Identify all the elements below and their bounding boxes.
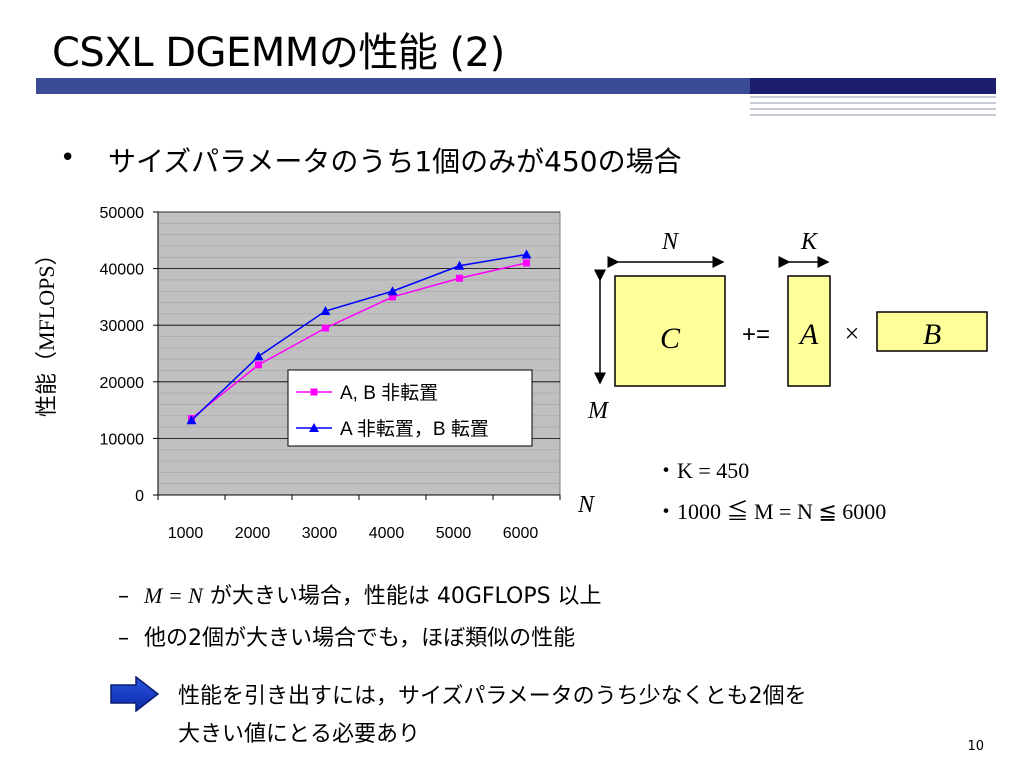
y-tick-label: 10000	[100, 431, 145, 448]
m-label: M	[587, 398, 610, 424]
sub-bullet-1-lhs: M = N	[144, 583, 203, 608]
title-decor-lines	[750, 96, 996, 120]
y-tick-label: 50000	[100, 205, 145, 222]
x-tick-label: 3000	[302, 525, 338, 542]
y-tick-label: 20000	[100, 375, 145, 392]
right-arrow-icon	[110, 676, 160, 712]
dash-2: –	[118, 626, 129, 651]
series-point	[523, 259, 530, 267]
series-point	[309, 423, 319, 432]
n-label: N	[661, 229, 680, 255]
title-bar-accent	[750, 78, 996, 94]
chart-container: 0 10000 20000 30000 40000 50000 1000 2000 3000 4…	[0, 190, 600, 560]
matrix-b	[876, 311, 988, 352]
legend-box	[287, 369, 533, 447]
plot-area	[157, 211, 561, 496]
series-line-2	[190, 253, 527, 421]
sub-bullet-1-text: が大きい場合，性能は 40GFLOPS 以上	[202, 584, 602, 609]
k-label: K	[800, 229, 819, 255]
series-point	[389, 293, 396, 301]
condition-mn: ・1000 ≦ M = N ≦ 6000	[655, 499, 886, 524]
x-tick-label: 5000	[436, 525, 472, 542]
dash-1: –	[118, 584, 129, 609]
y-axis-title: 性能（MFLOPS）	[34, 243, 59, 417]
series-point	[320, 306, 331, 316]
condition-k: ・K = 450	[655, 458, 749, 483]
series-point	[454, 260, 465, 270]
x-tick-label: 4000	[369, 525, 405, 542]
sub-bullet-2-text: 他の2個が大きい場合でも，ほぼ類似の性能	[144, 626, 576, 651]
sub-bullet-2: – 他の2個が大きい場合でも，ほぼ類似の性能	[118, 620, 575, 652]
x-tick-label: 6000	[503, 525, 539, 542]
series-line-1	[191, 262, 527, 420]
x-axis-side-label: N	[577, 492, 596, 518]
conclusion-line-1: 性能を引き出すには，サイズパラメータのうち少なくとも2個を	[178, 684, 807, 709]
legend-label: A, B 非転置	[340, 382, 438, 404]
bullet-icon: •	[60, 143, 76, 173]
series-point	[387, 286, 398, 296]
times-symbol: ×	[845, 319, 860, 348]
y-tick-label: 40000	[100, 262, 145, 279]
series-point	[186, 415, 197, 425]
performance-chart: 0 10000 20000 30000 40000 50000 1000 2000 3000 4…	[100, 205, 597, 542]
sub-bullet-1: – M = N が大きい場合，性能は 40GFLOPS 以上	[118, 578, 602, 610]
matrix-diagram: N K M C += A × B ・K = 450 ・1000 ≦ M = N …	[580, 220, 1010, 540]
series-point	[322, 324, 329, 332]
slide-title: CSXL DGEMMの性能 (2)	[52, 30, 505, 76]
series-point	[255, 361, 262, 369]
x-tick-label: 1000	[168, 525, 204, 542]
y-tick-label: 0	[135, 488, 144, 505]
c-label: C	[660, 322, 681, 355]
conclusion-line-2: 大きい値にとる必要あり	[178, 722, 421, 747]
matrix-c	[614, 275, 726, 387]
title-bar	[36, 78, 750, 94]
a-label: A	[798, 318, 819, 351]
page-number: 10	[967, 739, 984, 754]
x-tick-label: 2000	[235, 525, 271, 542]
series-point	[310, 388, 318, 396]
matrix-a	[787, 275, 831, 387]
main-bullet: サイズパラメータのうち1個のみが450の場合	[108, 145, 682, 178]
legend-label: A 非転置，B 転置	[340, 418, 489, 440]
series-point	[253, 351, 264, 361]
plus-equals: +=	[742, 321, 770, 348]
y-tick-label: 30000	[100, 318, 145, 335]
series-point	[521, 249, 532, 259]
b-label: B	[923, 318, 941, 351]
series-point	[456, 274, 463, 282]
